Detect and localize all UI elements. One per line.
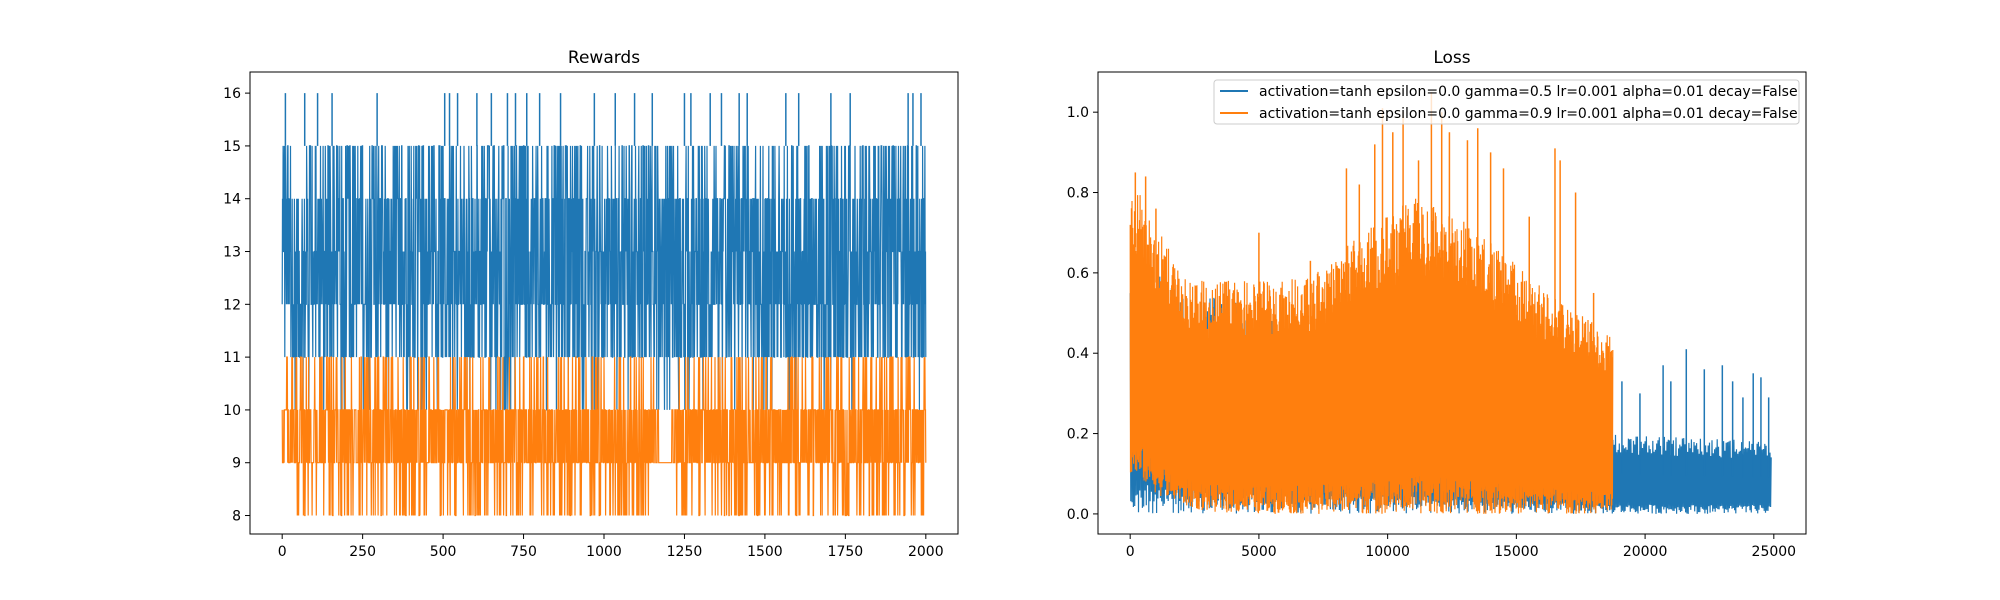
y-tick-label: 14 [223,192,241,208]
y-tick-label: 8 [232,509,241,525]
x-tick-label: 0 [278,544,287,560]
loss-axes-frame [1097,71,1807,535]
y-tick-label: 10 [223,403,241,419]
y-tick-label: 15 [223,139,241,155]
y-tick-label: 0.6 [1067,266,1089,282]
x-tick-label: 2000 [908,544,944,560]
y-tick-label: 1.0 [1067,105,1089,121]
x-tick-label: 250 [349,544,376,560]
loss-legend: activation=tanh epsilon=0.0 gamma=0.5 lr… [1213,79,1800,125]
x-tick-label: 1000 [586,544,622,560]
loss-panel: Loss 0 5000 10000 15000 20000 25000 0.0 0.2 0.4… [1067,48,1807,560]
legend-frame [1213,79,1800,125]
rewards-panel: Rewards 0 250 500 750 1000 1250 1500 1750 2000 8… [223,48,959,560]
x-tick-label: 1500 [747,544,783,560]
legend-label-orange: activation=tanh epsilon=0.0 gamma=0.9 lr… [1259,106,1798,122]
x-tick-label: 5000 [1241,544,1277,560]
loss-y-ticks: 0.0 0.2 0.4 0.6 0.8 1.0 [1067,105,1098,523]
rewards-series-blue-line [281,145,927,411]
y-tick-label: 0.8 [1067,186,1089,202]
x-tick-label: 0 [1126,544,1135,560]
x-tick-label: 500 [430,544,457,560]
y-tick-label: 0.0 [1067,507,1089,523]
y-tick-label: 0.4 [1067,346,1089,362]
y-tick-label: 13 [223,245,241,261]
x-tick-label: 20000 [1623,544,1668,560]
x-tick-label: 1250 [667,544,703,560]
y-tick-label: 0.2 [1067,427,1089,443]
y-tick-label: 11 [223,350,241,366]
y-tick-label: 16 [223,86,241,102]
x-tick-label: 15000 [1494,544,1539,560]
rewards-title: Rewards [568,48,640,68]
legend-label-blue: activation=tanh epsilon=0.0 gamma=0.5 lr… [1259,84,1798,100]
x-tick-label: 1750 [828,544,864,560]
loss-x-ticks: 0 5000 10000 15000 20000 25000 [1126,534,1796,560]
x-tick-label: 750 [510,544,537,560]
rewards-x-ticks: 0 250 500 750 1000 1250 1500 1750 2000 [278,534,944,560]
loss-series-area [1129,92,1772,514]
x-tick-label: 10000 [1365,544,1410,560]
x-tick-label: 25000 [1752,544,1797,560]
rewards-y-ticks: 8 9 10 11 12 13 14 15 16 [223,86,250,525]
rewards-series-orange-line [281,356,927,517]
loss-series-orange-line [1129,195,1614,514]
y-tick-label: 12 [223,297,241,313]
y-tick-label: 9 [232,456,241,472]
rewards-series-area [281,93,927,517]
loss-title: Loss [1433,48,1470,68]
